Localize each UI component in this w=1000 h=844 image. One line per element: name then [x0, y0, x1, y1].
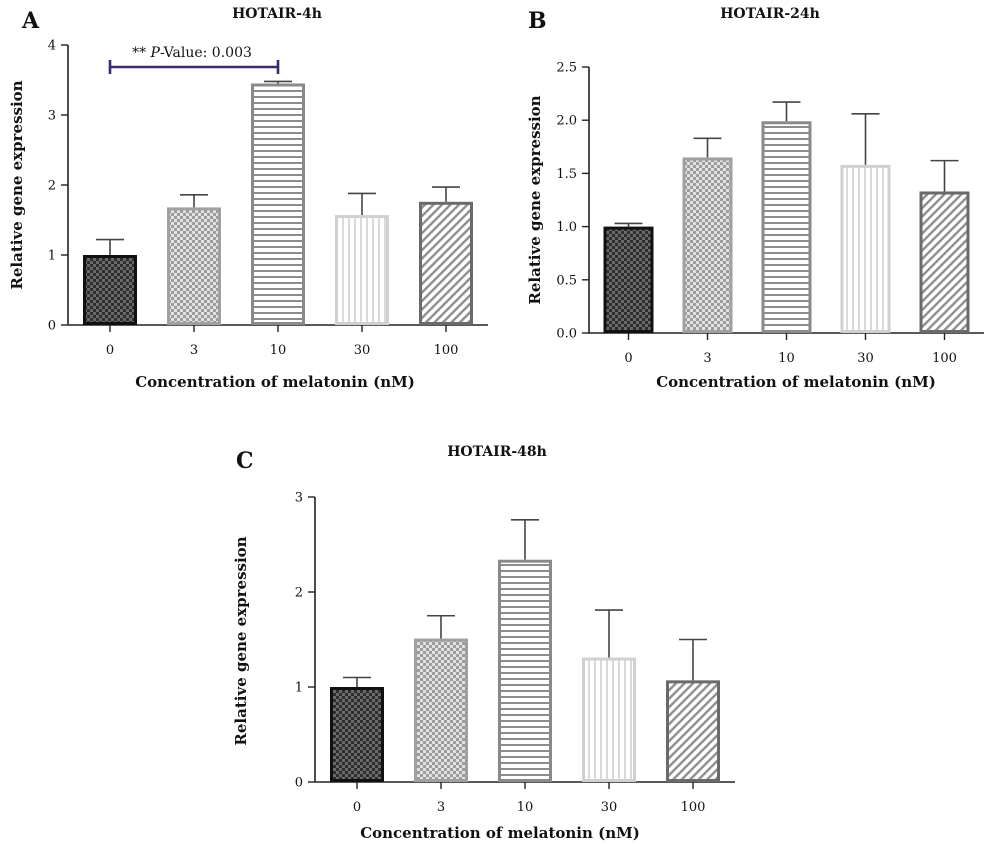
y-tick-label: 1.5 [556, 167, 577, 182]
bar-3 [682, 157, 733, 333]
x-tick-label: 30 [601, 800, 618, 815]
panel-letter-a: A [21, 8, 40, 34]
chart-panel-a: A HOTAIR-4h Relative gene expression Con… [8, 6, 488, 391]
y-axis-label-c: Relative gene expression [232, 536, 250, 745]
chart-panel-b: B HOTAIR-24h Relative gene expression Co… [526, 6, 984, 391]
x-tick-label: 0 [106, 343, 114, 358]
y-tick-label: 0 [48, 319, 56, 334]
bar-10 [498, 559, 552, 783]
y-tick-label: 3 [48, 109, 56, 124]
y-tick-label: 2 [295, 586, 303, 601]
bar-30 [335, 215, 389, 326]
panel-letter-c: C [236, 448, 254, 474]
y-tick-label: 1 [295, 681, 303, 696]
y-tick-label: 0.5 [556, 273, 577, 288]
y-tick-label: 0.0 [556, 327, 577, 342]
bar-10 [251, 83, 305, 325]
bar-0 [83, 255, 137, 325]
x-tick-label: 100 [434, 343, 459, 358]
x-tick-label: 3 [437, 800, 445, 815]
bar-100 [666, 680, 720, 782]
x-tick-label: 10 [517, 800, 534, 815]
y-tick-label: 2.5 [556, 61, 577, 76]
y-tick-label: 3 [295, 491, 303, 506]
panel-letter-b: B [528, 8, 547, 34]
chart-title-c: HOTAIR-48h [447, 444, 547, 460]
x-tick-label: 10 [778, 351, 795, 366]
significance-label: ** P-Value: 0.003 [132, 45, 252, 61]
x-tick-label: 30 [857, 351, 874, 366]
bar-0 [330, 687, 384, 782]
y-tick-label: 2 [48, 179, 56, 194]
bar-100 [419, 201, 473, 325]
x-tick-label: 10 [270, 343, 287, 358]
significance-annotation: ** P-Value: 0.003 [108, 45, 280, 74]
significance-value: -Value: 0.003 [160, 45, 252, 61]
x-tick-label: 30 [354, 343, 371, 358]
x-tick-label: 0 [624, 351, 632, 366]
x-tick-label: 3 [190, 343, 198, 358]
bar-10 [761, 121, 812, 333]
y-tick-label: 2.0 [556, 114, 577, 129]
chart-title-a: HOTAIR-4h [232, 6, 322, 22]
bar-3 [414, 638, 468, 782]
significance-stars: ** [132, 45, 146, 61]
x-axis-label-a: Concentration of melatonin (nM) [135, 373, 415, 391]
bar-3 [167, 207, 221, 325]
y-tick-label: 4 [48, 39, 56, 54]
y-tick-label: 1 [48, 249, 56, 264]
x-axis-label-b: Concentration of melatonin (nM) [656, 373, 936, 391]
x-axis-label-c: Concentration of melatonin (nM) [360, 824, 640, 842]
bar-30 [582, 657, 636, 782]
x-tick-label: 100 [681, 800, 706, 815]
x-tick-label: 0 [353, 800, 361, 815]
bar-100 [919, 191, 970, 333]
bar-0 [603, 226, 654, 334]
y-axis-label-a: Relative gene expression [8, 80, 26, 289]
x-tick-label: 3 [703, 351, 711, 366]
y-axis-label-b: Relative gene expression [526, 95, 544, 304]
chart-panel-c: C HOTAIR-48h Relative gene expression Co… [232, 444, 735, 842]
x-tick-label: 100 [932, 351, 957, 366]
y-tick-label: 0 [295, 776, 303, 791]
chart-title-b: HOTAIR-24h [720, 6, 820, 22]
y-tick-label: 1.0 [556, 220, 577, 235]
bar-30 [840, 164, 891, 333]
significance-p: P [150, 45, 161, 61]
